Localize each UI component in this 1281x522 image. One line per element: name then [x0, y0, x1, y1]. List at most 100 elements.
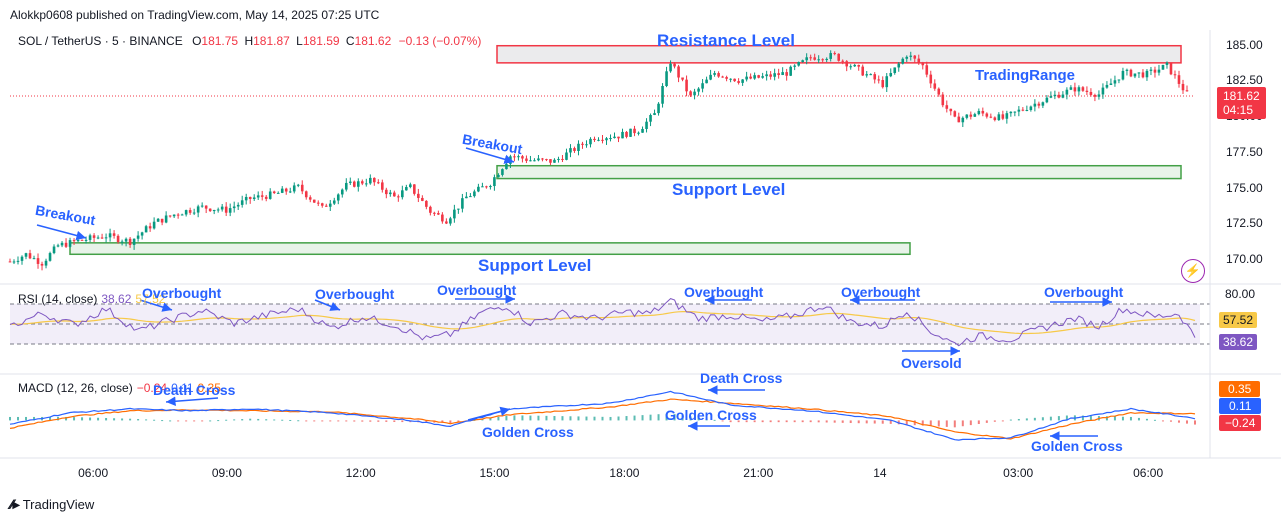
macd-histogram-bar: [33, 416, 36, 421]
candle-body: [1153, 69, 1157, 73]
macd-histogram-bar: [145, 419, 148, 421]
candle-body: [40, 263, 44, 266]
candle-body: [945, 105, 949, 109]
candle-body: [525, 158, 528, 161]
candle-body: [705, 79, 708, 84]
candle-body: [168, 215, 172, 217]
candle-body: [869, 74, 873, 76]
candle-body: [805, 57, 808, 61]
low-value: 181.59: [302, 34, 340, 48]
candle-body: [292, 185, 296, 192]
candle-body: [877, 79, 881, 81]
candle-body: [625, 131, 628, 137]
candle-body: [220, 206, 224, 210]
rsi-legend: RSI (14, close) 38.62 57.52: [18, 292, 165, 306]
candle-body: [100, 237, 104, 239]
macd-histogram-bar: [401, 420, 404, 423]
candle-body: [320, 203, 324, 206]
macd-histogram-bar: [257, 418, 260, 421]
candle-body: [437, 213, 440, 215]
candle-body: [673, 63, 676, 67]
candle-body: [813, 57, 816, 60]
macd-histogram-bar: [1041, 417, 1044, 421]
macd-histogram-bar: [1081, 415, 1084, 421]
last-price-value: 181.62: [1223, 89, 1260, 103]
candle-body: [469, 196, 472, 198]
macd-histogram-bar: [833, 420, 836, 423]
macd-histogram-bar: [801, 420, 804, 423]
candle-body: [777, 73, 780, 76]
macd-histogram-bar: [609, 416, 612, 421]
macd-histogram-bar: [673, 414, 676, 421]
candle-body: [264, 196, 268, 199]
macd-panel-plot: [9, 390, 1196, 441]
candle-body: [1105, 84, 1109, 88]
candle-body: [565, 152, 568, 160]
price-tick-label: 182.50: [1226, 73, 1263, 88]
macd-title[interactable]: MACD (12, 26, close): [18, 381, 133, 395]
candle-body: [196, 206, 200, 213]
symbol-name[interactable]: SOL / TetherUS · 5 · BINANCE: [18, 34, 183, 48]
macd-histogram-bar: [857, 420, 860, 424]
macd-histogram-bar: [129, 418, 132, 421]
tradingview-logo[interactable]: ⁄⁄▸ TradingView: [10, 496, 94, 513]
candle-body: [1149, 69, 1153, 71]
macd-histogram-bar: [577, 416, 580, 421]
candle-body: [52, 246, 56, 254]
candle-body: [172, 214, 176, 217]
candle-body: [1021, 109, 1025, 111]
macd-histogram-bar: [937, 420, 940, 427]
candle-body: [681, 77, 684, 80]
candle-body: [453, 209, 456, 219]
macd-histogram-bar: [1105, 416, 1108, 421]
macd-histogram-bar: [169, 420, 172, 422]
macd-histogram-bar: [785, 420, 788, 423]
candle-body: [633, 128, 636, 134]
candle-body: [601, 139, 604, 141]
macd-histogram-bar: [633, 415, 636, 421]
macd-histogram-bar: [889, 420, 892, 424]
candle-body: [1145, 70, 1149, 78]
macd-histogram-bar: [681, 415, 684, 421]
candle-body: [541, 158, 544, 160]
candle-body: [1137, 72, 1141, 74]
macd-histogram-bar: [553, 415, 556, 421]
candle-body: [613, 136, 616, 139]
macd-histogram-bar: [1161, 420, 1164, 422]
candle-body: [1025, 109, 1029, 111]
candle-body: [204, 205, 208, 209]
candle-body: [417, 193, 420, 198]
candle-body: [589, 138, 592, 145]
time-tick-label: 14: [873, 466, 887, 480]
candle-body: [501, 169, 504, 175]
macd-histogram-bar: [201, 420, 204, 422]
time-tick-label: 21:00: [743, 466, 774, 480]
candle-body: [1181, 83, 1185, 91]
candle-body: [785, 72, 788, 76]
lightning-icon[interactable]: ⚡: [1181, 259, 1205, 283]
candle-body: [597, 139, 600, 141]
candle-body: [709, 74, 712, 80]
candle-body: [1113, 80, 1117, 84]
macd-histogram-bar: [457, 420, 460, 422]
candle-body: [132, 238, 136, 245]
overbought-label-4: Overbought: [684, 284, 764, 300]
candle-body: [725, 77, 728, 79]
macd-histogram-bar: [105, 418, 108, 421]
candle-body: [457, 208, 460, 210]
macd-histogram-bar: [385, 420, 388, 422]
candle-body: [1081, 87, 1085, 91]
macd-histogram-bar: [217, 420, 220, 422]
candle-body: [769, 74, 772, 77]
rsi-title[interactable]: RSI (14, close): [18, 292, 98, 306]
macd-histogram-bar: [969, 420, 972, 426]
rsi-ma-value: 57.52: [135, 292, 166, 306]
breakout-arrow-2: [465, 147, 515, 164]
macd-histogram-bar: [377, 420, 380, 422]
macd-histogram-bar: [89, 417, 92, 421]
rsi-upper-tick: 80.00: [1225, 287, 1256, 301]
macd-histogram-bar: [521, 415, 524, 421]
candle-body: [729, 78, 732, 80]
macd-histogram-bar: [321, 420, 324, 422]
